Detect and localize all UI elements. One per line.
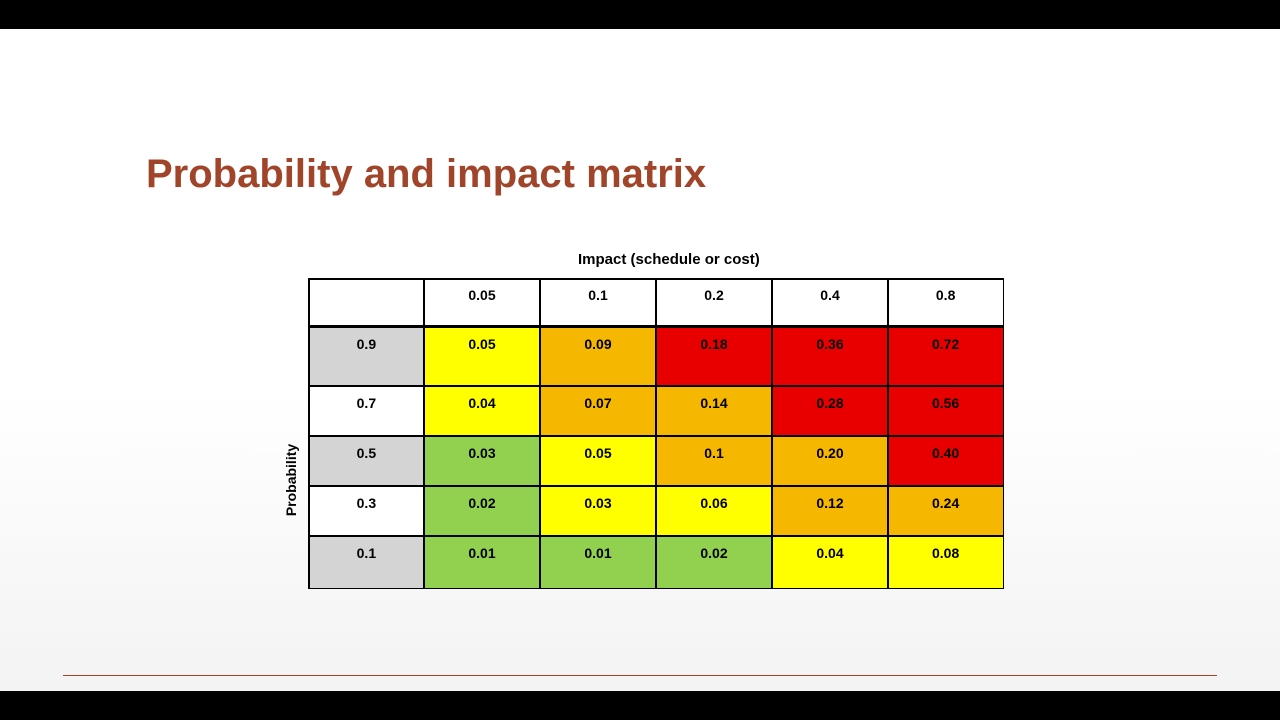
impact-axis-label: Impact (schedule or cost) bbox=[578, 251, 760, 268]
impact-header-cell: 0.05 bbox=[424, 279, 540, 325]
probability-header-cell: 0.9 bbox=[309, 328, 424, 386]
risk-score-cell: 0.03 bbox=[424, 436, 540, 486]
risk-score-cell: 0.02 bbox=[424, 486, 540, 536]
risk-score-cell: 0.72 bbox=[888, 328, 1003, 386]
risk-score-cell: 0.14 bbox=[656, 386, 772, 436]
risk-score-cell: 0.04 bbox=[424, 386, 540, 436]
risk-score-cell: 0.09 bbox=[540, 328, 656, 386]
probability-header-cell: 0.5 bbox=[309, 436, 424, 486]
risk-score-cell: 0.07 bbox=[540, 386, 656, 436]
risk-score-cell: 0.03 bbox=[540, 486, 656, 536]
probability-axis-label: Probability bbox=[283, 443, 299, 517]
footer-divider bbox=[63, 675, 1217, 676]
probability-header-cell: 0.3 bbox=[309, 486, 424, 536]
impact-header-cell: 0.4 bbox=[772, 279, 888, 325]
risk-score-cell: 0.1 bbox=[656, 436, 772, 486]
slide-title: Probability and impact matrix bbox=[146, 152, 707, 196]
risk-score-cell: 0.24 bbox=[888, 486, 1003, 536]
slide: Probability and impact matrix Impact (sc… bbox=[0, 29, 1280, 691]
risk-score-cell: 0.05 bbox=[540, 436, 656, 486]
risk-score-cell: 0.56 bbox=[888, 386, 1003, 436]
risk-score-cell: 0.12 bbox=[772, 486, 888, 536]
risk-score-cell: 0.36 bbox=[772, 328, 888, 386]
probability-header-cell: 0.1 bbox=[309, 536, 424, 588]
risk-score-cell: 0.18 bbox=[656, 328, 772, 386]
risk-score-cell: 0.05 bbox=[424, 328, 540, 386]
matrix-corner-cell bbox=[309, 279, 424, 325]
probability-header-cell: 0.7 bbox=[309, 386, 424, 436]
probability-impact-matrix: 0.05 0.1 0.2 0.4 0.8 0.9 0.05 0.09 0.18 0.36 0.72 0… bbox=[308, 278, 1004, 589]
risk-score-cell: 0.01 bbox=[540, 536, 656, 588]
risk-score-cell: 0.01 bbox=[424, 536, 540, 588]
impact-header-cell: 0.8 bbox=[888, 279, 1003, 325]
impact-header-cell: 0.1 bbox=[540, 279, 656, 325]
risk-score-cell: 0.02 bbox=[656, 536, 772, 588]
risk-score-cell: 0.08 bbox=[888, 536, 1003, 588]
risk-score-cell: 0.06 bbox=[656, 486, 772, 536]
risk-score-cell: 0.04 bbox=[772, 536, 888, 588]
impact-header-cell: 0.2 bbox=[656, 279, 772, 325]
risk-score-cell: 0.20 bbox=[772, 436, 888, 486]
risk-score-cell: 0.28 bbox=[772, 386, 888, 436]
risk-score-cell: 0.40 bbox=[888, 436, 1003, 486]
